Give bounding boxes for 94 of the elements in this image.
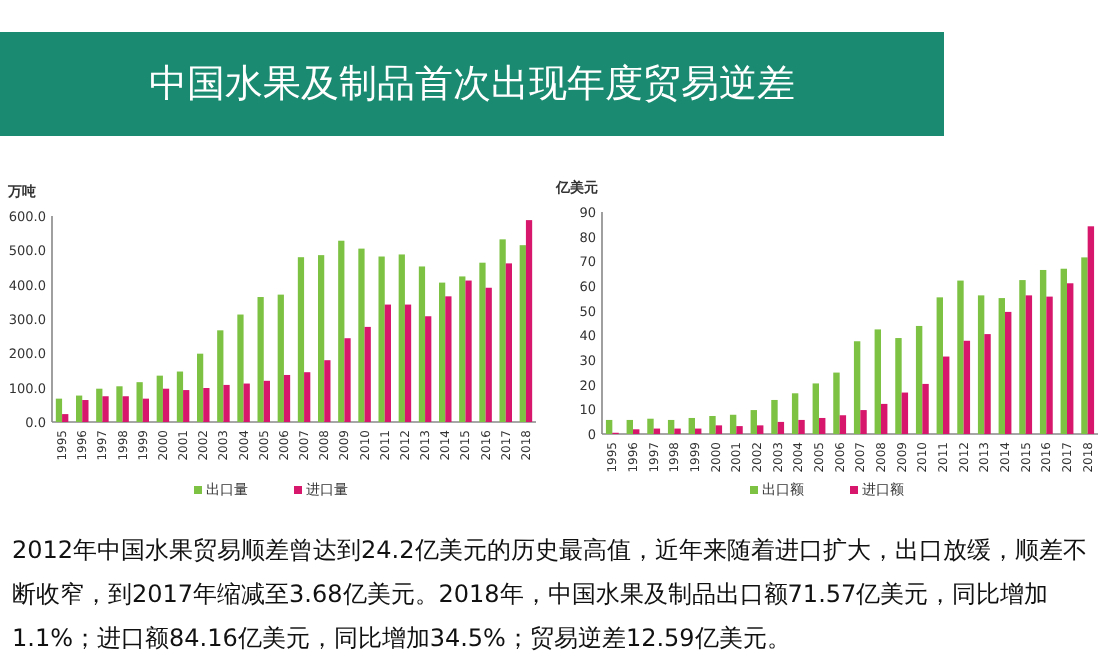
bar bbox=[1067, 283, 1074, 434]
bar bbox=[1039, 269, 1047, 434]
bar bbox=[791, 393, 799, 434]
bar bbox=[915, 325, 923, 434]
bar bbox=[62, 414, 69, 422]
bar bbox=[162, 388, 170, 422]
bar bbox=[647, 418, 654, 434]
bar bbox=[812, 383, 819, 434]
bar bbox=[860, 410, 867, 434]
bar bbox=[176, 371, 184, 422]
text: 2012年中国水果贸易顺差曾达到24.2亿美元的历史最高值，近年来随着进口扩大，出口放缓，顺差不断收窄，到2017年缩减至3.68亿美元。2018年，中国水果及制品出口额71.57亿美元，同比增加1.1%；进口额84.16亿美元，同比增加34.5%；贸易逆差12.59亿美元。 bbox=[12, 534, 1089, 656]
bar bbox=[895, 338, 902, 434]
bar bbox=[102, 396, 109, 422]
bar bbox=[283, 374, 291, 422]
bar bbox=[237, 314, 244, 422]
bar bbox=[122, 396, 129, 422]
bar bbox=[384, 304, 391, 422]
bar bbox=[757, 425, 764, 434]
bar bbox=[833, 372, 840, 434]
bar bbox=[715, 425, 723, 434]
bar bbox=[1046, 296, 1053, 434]
bar bbox=[277, 294, 284, 422]
bar bbox=[901, 392, 909, 434]
bar bbox=[1087, 226, 1095, 434]
bar bbox=[116, 386, 123, 422]
bar bbox=[425, 316, 432, 422]
bar bbox=[957, 280, 964, 434]
bar bbox=[223, 384, 230, 422]
bar bbox=[304, 372, 311, 422]
bar bbox=[418, 266, 426, 422]
bar bbox=[688, 417, 695, 434]
bar bbox=[853, 341, 861, 434]
bar bbox=[963, 340, 971, 434]
bar bbox=[771, 399, 778, 434]
bar bbox=[398, 254, 405, 422]
bar bbox=[364, 326, 371, 422]
bar bbox=[404, 304, 412, 422]
bar bbox=[479, 262, 486, 422]
bar bbox=[465, 280, 472, 422]
bar bbox=[839, 415, 847, 434]
bar bbox=[1060, 268, 1067, 434]
bar bbox=[922, 383, 929, 434]
bar bbox=[525, 220, 533, 422]
bar bbox=[439, 282, 446, 422]
bar bbox=[156, 375, 163, 422]
bar bbox=[777, 421, 785, 434]
bar bbox=[96, 388, 103, 422]
bar bbox=[729, 414, 737, 434]
chart-title: 中国水果及制品首次出现年度贸易逆差 bbox=[0, 32, 944, 136]
bar bbox=[55, 398, 63, 422]
bar bbox=[819, 417, 826, 434]
bar bbox=[136, 382, 143, 422]
bar bbox=[459, 276, 466, 422]
bar bbox=[998, 298, 1005, 434]
bar bbox=[338, 240, 345, 422]
bar bbox=[183, 390, 190, 422]
bar bbox=[626, 419, 633, 434]
bar bbox=[76, 395, 83, 422]
bar bbox=[505, 263, 512, 422]
bar bbox=[297, 257, 305, 422]
bar bbox=[243, 383, 250, 422]
bar bbox=[881, 403, 888, 434]
bar bbox=[324, 360, 331, 422]
bar bbox=[519, 245, 526, 422]
bar bbox=[499, 239, 506, 422]
bar bbox=[82, 400, 89, 422]
bar bbox=[1025, 295, 1033, 434]
bar bbox=[605, 419, 613, 434]
bar bbox=[1005, 311, 1012, 434]
bar bbox=[378, 256, 385, 422]
bar bbox=[257, 297, 264, 422]
bar bbox=[344, 338, 351, 422]
bar bbox=[1019, 280, 1026, 434]
bar bbox=[977, 295, 985, 434]
bar bbox=[984, 334, 991, 434]
bar bbox=[217, 330, 224, 422]
bar bbox=[736, 426, 743, 434]
bar bbox=[142, 398, 149, 422]
bar bbox=[667, 419, 675, 434]
bar bbox=[318, 255, 325, 422]
bar bbox=[358, 248, 365, 422]
bar bbox=[203, 388, 210, 422]
bar bbox=[197, 353, 204, 422]
bar bbox=[1081, 257, 1088, 434]
bar bbox=[263, 380, 270, 422]
bar bbox=[674, 428, 681, 434]
bar bbox=[943, 356, 950, 434]
bar bbox=[750, 410, 757, 434]
bar bbox=[874, 329, 881, 434]
bar bbox=[798, 419, 805, 434]
bar bbox=[485, 287, 492, 422]
bar bbox=[709, 415, 716, 434]
bar bbox=[445, 296, 452, 422]
bar bbox=[936, 297, 943, 434]
